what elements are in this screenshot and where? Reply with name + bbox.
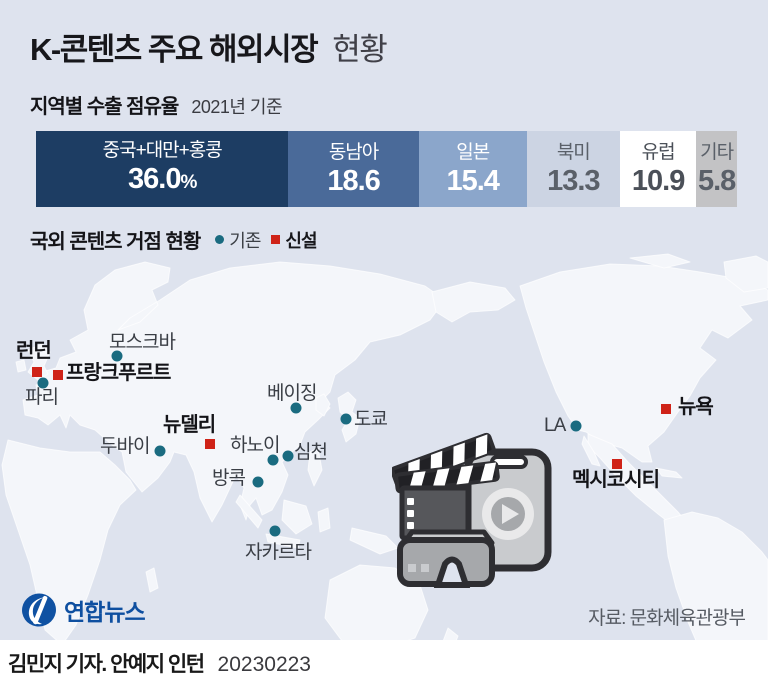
landmass-baja — [581, 435, 601, 467]
news-logo-text: 연합뉴스 — [64, 599, 146, 625]
bar-segment: 북미 13.3 — [526, 131, 620, 207]
landmass-ireland — [15, 359, 27, 373]
city-marker-existing — [267, 454, 279, 466]
bar-segment: 기타 5.8 — [696, 131, 737, 207]
city-marker-new — [53, 370, 63, 380]
city-label: 런던 — [16, 340, 52, 362]
news-logo: 연합뉴스 — [20, 591, 146, 629]
bar-segment-value: 13.3 — [547, 165, 600, 197]
bar-segment-label: 북미 — [556, 142, 591, 163]
vr-goggles-icon — [397, 529, 495, 588]
landmass-arctic-islands — [629, 253, 691, 269]
world-map — [1, 253, 768, 640]
bar-segment-value: 36.0% — [128, 163, 197, 195]
city-marker-existing — [37, 377, 49, 389]
page-title-light: 현황 — [332, 32, 388, 67]
yonhap-swirl-icon — [22, 593, 56, 627]
city-label: 모스크바 — [109, 332, 176, 353]
landmass-cuba — [655, 467, 683, 479]
city-marker-new — [612, 459, 622, 469]
city-marker-existing — [340, 413, 352, 425]
bar-segment-value: 15.4 — [446, 165, 499, 197]
legend-item-new: 신설 — [271, 227, 318, 253]
landmass-philippines — [307, 447, 323, 487]
credit-strip: 김민지 기자. 안예지 인턴 20230223 — [0, 640, 768, 685]
export-share-header: 지역별 수출 점유율 2021년 기준 — [30, 90, 283, 119]
landmass-sumatra — [235, 494, 263, 529]
landmass-java — [265, 533, 301, 549]
credit-date: 20230223 — [217, 653, 311, 676]
credit-line: 김민지 기자. 안예지 인턴 20230223 — [8, 648, 311, 678]
landmass-africa — [1, 439, 137, 640]
city-marker-existing — [290, 402, 302, 414]
city-label: 뉴욕 — [678, 396, 714, 418]
landmass-alaska — [431, 281, 516, 323]
city-marker-new — [661, 404, 671, 414]
legend-label-existing: 기존 — [229, 230, 261, 251]
city-label: 도쿄 — [354, 409, 388, 430]
city-marker-existing — [282, 450, 294, 462]
bar-segment-unit: % — [180, 172, 197, 193]
city-label: 프랑크푸르트 — [66, 362, 171, 384]
city-marker-new — [205, 439, 215, 449]
export-share-note: 2021년 기준 — [191, 97, 283, 117]
infographic-canvas: K-콘텐츠 주요 해외시장 현황 지역별 수출 점유율 2021년 기준 중국+… — [0, 0, 768, 640]
landmass-madagascar — [145, 567, 159, 593]
city-label: 멕시코시티 — [572, 469, 660, 491]
legend-item-existing: 기존 — [215, 227, 261, 253]
export-share-heading: 지역별 수출 점유율 — [30, 96, 179, 118]
landmass-greenland — [723, 255, 768, 293]
source-note: 자료: 문화체육관광부 — [588, 608, 746, 629]
city-label: 파리 — [25, 387, 59, 408]
existing-dot-icon — [215, 235, 225, 244]
city-marker-existing — [252, 476, 264, 488]
landmass-new-guinea — [349, 527, 399, 555]
clapperboard-icon — [392, 432, 500, 541]
bar-segment-label: 중국+대만+홍콩 — [102, 140, 223, 161]
city-label: 두바이 — [100, 436, 150, 457]
city-label: 하노이 — [230, 435, 280, 456]
bar-segment-value: 10.9 — [631, 165, 685, 197]
bar-segment-label: 기타 — [700, 142, 734, 163]
page-title: K-콘텐츠 주요 해외시장 현황 — [30, 24, 388, 69]
bar-segment: 동남아 18.6 — [288, 131, 419, 207]
bar-segment: 유럽 10.9 — [619, 131, 697, 207]
city-marker-existing — [570, 420, 582, 432]
credit-names: 김민지 기자. 안예지 인턴 — [8, 653, 205, 676]
bar-segment-label: 동남아 — [328, 142, 379, 163]
bases-header: 국외 콘텐츠 거점 현황 기존 신설 — [30, 225, 318, 254]
city-label: 베이징 — [267, 383, 317, 404]
bar-segment: 일본 15.4 — [418, 131, 527, 207]
landmass-sulawesi — [317, 507, 331, 533]
city-label: 심천 — [294, 442, 328, 463]
city-marker-existing — [111, 350, 123, 362]
city-marker-existing — [269, 525, 281, 537]
city-marker-existing — [154, 445, 166, 457]
new-square-icon — [271, 235, 281, 244]
bar-segment-value: 5.8 — [697, 165, 736, 197]
city-marker-new — [32, 367, 42, 377]
city-label: LA — [544, 415, 566, 436]
bases-heading: 국외 콘텐츠 거점 현황 — [30, 231, 201, 253]
landmass-borneo — [281, 499, 313, 535]
bar-segment: 중국+대만+홍콩 36.0% — [36, 131, 289, 207]
legend-label-new: 신설 — [285, 230, 317, 251]
bar-segment-label: 일본 — [456, 142, 490, 163]
bar-segment-value: 18.6 — [327, 165, 380, 197]
media-illustration — [392, 432, 552, 588]
landmass-south-america — [663, 511, 768, 640]
landmass-new-zealand — [442, 627, 459, 640]
city-label: 방콕 — [212, 468, 246, 489]
landmass-korea — [315, 393, 331, 417]
bar-segment-label: 유럽 — [641, 142, 676, 163]
export-share-bar: 중국+대만+홍콩 36.0% 동남아 18.6 일본 15.4 북미 13.3 유럽 10.9 기타… — [36, 131, 737, 207]
city-label: 뉴델리 — [163, 414, 216, 436]
page-title-strong: K-콘텐츠 주요 해외시장 — [30, 32, 319, 67]
city-label: 자카르타 — [245, 542, 312, 563]
